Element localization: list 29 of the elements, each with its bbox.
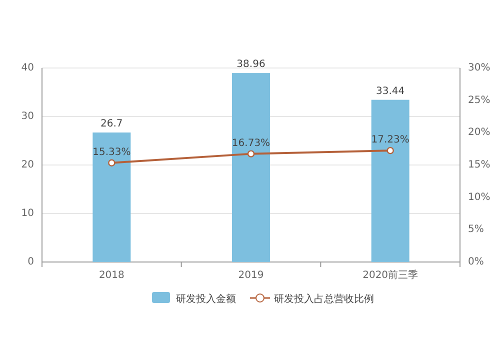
- x-tick-label: 2019: [238, 270, 264, 281]
- data-label: 38.96: [236, 59, 266, 70]
- y2-tick-label: 10%: [468, 192, 490, 203]
- data-label: 17.23%: [371, 134, 410, 146]
- y-tick-label: 10: [21, 208, 34, 219]
- legend-label: 研发投入金额: [176, 293, 236, 305]
- data-label: 15.33%: [92, 146, 131, 158]
- y-tick-label: 20: [21, 160, 34, 170]
- bar: [232, 73, 270, 262]
- x-tick-label: 2018: [98, 270, 124, 281]
- data-label: 26.7: [100, 118, 123, 130]
- point: [247, 150, 255, 158]
- legend-label: 研发投入占总营收比例: [274, 293, 374, 305]
- data-label: 16.73%: [232, 138, 270, 149]
- y-tick-label: 40: [21, 62, 34, 74]
- bar: [371, 100, 410, 262]
- y2-tick-label: 5%: [468, 224, 484, 236]
- point: [108, 159, 116, 166]
- bar: [92, 132, 131, 262]
- x-tick-label: 2020前三季: [362, 269, 418, 281]
- y-tick-label: 30: [21, 111, 34, 122]
- point: [386, 146, 394, 154]
- y2-tick-label: 0%: [468, 256, 484, 268]
- data-label: 33.44: [376, 86, 405, 97]
- y2-tick-label: 25%: [468, 94, 490, 106]
- y2-tick-label: 15%: [468, 160, 490, 170]
- y2-tick-label: 20%: [468, 127, 490, 138]
- y2-tick-label: 30%: [468, 62, 490, 74]
- y-tick-label: 0: [28, 256, 34, 268]
